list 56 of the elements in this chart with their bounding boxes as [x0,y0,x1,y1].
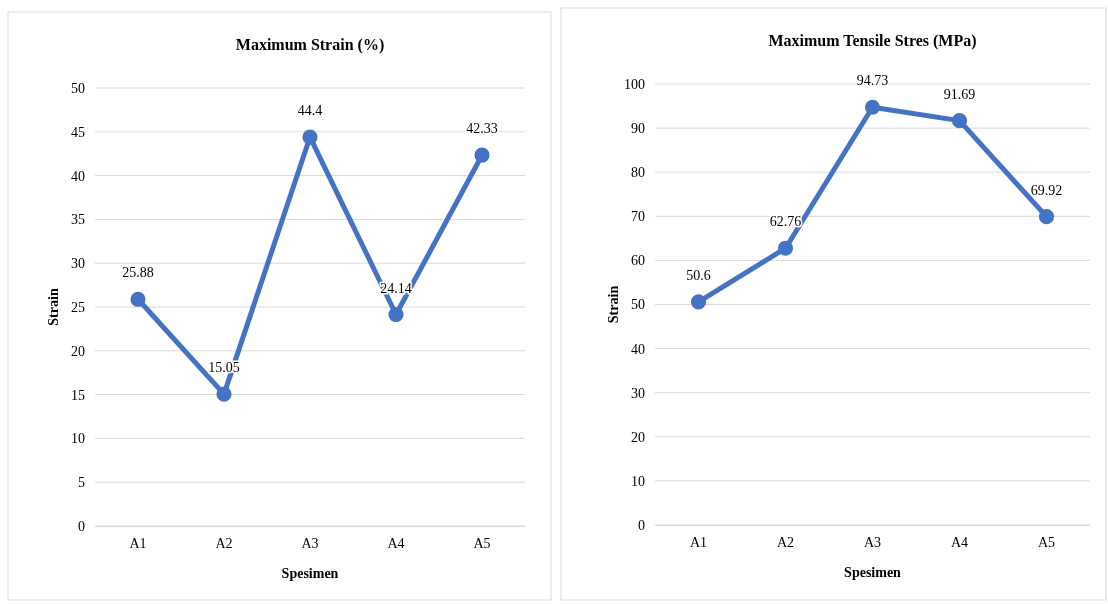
data-label: 42.33 [466,121,498,137]
x-tick-label: A2 [776,534,795,550]
y-tick-label: 60 [631,253,645,269]
point [690,294,707,310]
chart-title: Maximum Tensile Stres (MPa) [768,32,977,50]
data-label: 69.92 [1030,182,1063,198]
y-tick-label: 5 [78,475,85,491]
point [951,113,968,129]
x-axis-title: Spesimen [281,566,339,581]
x-tick-label: A4 [950,534,969,550]
y-tick-label: 50 [631,297,645,313]
x-tick-label: A5 [473,535,491,551]
data-label: 44.4 [297,103,323,119]
x-tick-label: A2 [215,535,233,551]
y-tick-label: 20 [631,429,645,445]
point [864,99,881,115]
y-tick-label: 0 [638,517,645,533]
point [388,306,404,323]
data-label: 94.73 [856,73,889,89]
point [777,240,794,256]
data-label: 91.69 [943,86,976,102]
y-tick-label: 80 [631,165,645,181]
point [130,291,146,307]
y-tick-label: 70 [631,209,645,225]
y-tick-label: 10 [631,473,645,489]
y-tick-label: 40 [71,168,85,184]
x-tick-label: A4 [387,535,405,551]
point [216,386,232,402]
y-axis-title: Strain [46,288,61,326]
y-tick-label: 30 [71,256,85,272]
point [474,147,490,163]
y-tick-label: 0 [78,518,85,534]
y-tick-label: 30 [631,385,645,401]
point [302,129,318,145]
data-label: 50.6 [686,267,711,283]
y-tick-label: 15 [71,387,85,403]
y-tick-label: 90 [631,121,645,137]
y-tick-label: 20 [71,343,85,359]
chart-title: Maximum Strain (%) [235,36,385,54]
y-tick-label: 10 [71,431,85,447]
y-axis-title: Strain [606,285,621,324]
x-tick-label: A1 [129,535,147,551]
y-tick-label: 45 [71,124,85,140]
x-tick-label: A3 [863,534,882,550]
data-label: 25.88 [122,265,154,281]
y-tick-label: 35 [71,212,85,228]
data-label: 62.76 [769,214,802,230]
y-tick-label: 50 [71,80,85,96]
y-tick-label: 25 [71,299,85,315]
x-tick-label: A5 [1037,534,1056,550]
x-axis-title: Spesimen [844,565,902,580]
point [1038,209,1055,225]
y-tick-label: 100 [624,76,645,92]
x-tick-label: A1 [689,534,708,550]
x-tick-label: A3 [301,535,319,551]
y-tick-label: 40 [631,341,645,357]
